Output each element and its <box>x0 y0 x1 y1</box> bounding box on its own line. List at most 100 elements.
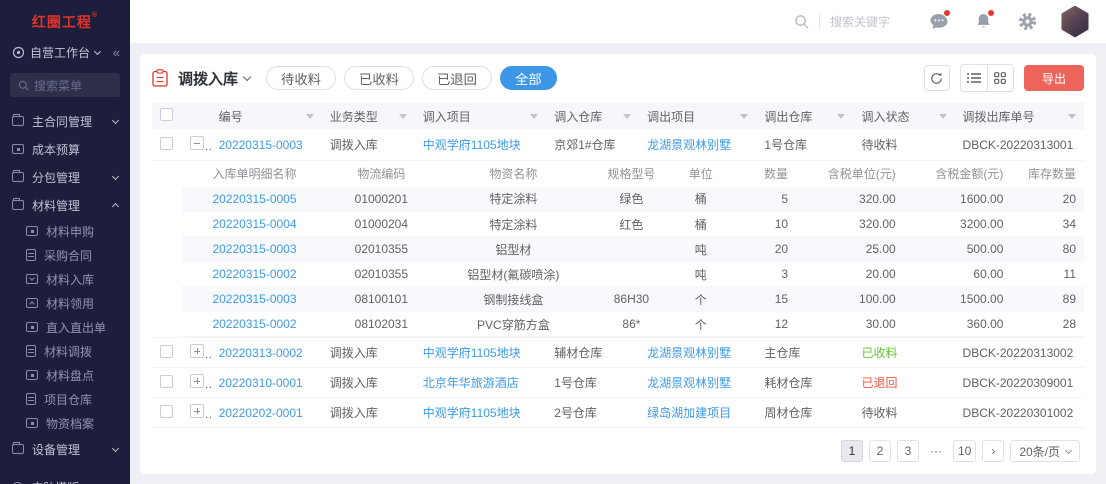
sidebar-item-label: 皮肤模版 <box>31 479 79 484</box>
sidebar-item-material-mgmt[interactable]: 材料管理 <box>0 191 130 219</box>
menu-search-input[interactable]: 搜索菜单 <box>10 73 120 97</box>
filter-funnel-icon[interactable] <box>530 113 539 119</box>
detail-name-link[interactable]: 20220315-0004 <box>212 217 297 231</box>
in-project-link[interactable]: 北京年华旅游酒店 <box>422 376 519 390</box>
detail-col-price: 含税单位(元) <box>796 160 904 187</box>
sidebar-item-material-transfer[interactable]: 材料调拨 <box>0 339 130 363</box>
expand-row-button[interactable] <box>190 404 205 418</box>
row-checkbox[interactable] <box>160 404 173 418</box>
settings-button[interactable] <box>1016 11 1038 33</box>
detail-name-link[interactable]: 20220315-0002 <box>212 267 297 281</box>
workspace-switcher[interactable]: 自营工作台 « <box>0 32 130 61</box>
detail-name-link[interactable]: 20220315-0003 <box>212 292 297 306</box>
order-number-link[interactable]: 20220313-0002 <box>218 345 303 360</box>
sidebar-item-main-contract[interactable]: 主合同管理 <box>0 107 130 135</box>
chevron-down-icon <box>93 47 102 56</box>
bell-icon <box>976 13 990 28</box>
notifications-button[interactable] <box>972 9 994 33</box>
filter-all-button[interactable]: 全部 <box>499 66 557 90</box>
next-page-button[interactable]: › <box>982 440 1005 462</box>
messages-button[interactable] <box>928 9 950 33</box>
chevron-down-icon <box>111 116 120 124</box>
expand-row-button[interactable] <box>190 374 205 388</box>
in-project-link[interactable]: 中观学府1105地块 <box>422 138 521 153</box>
detail-material-cell: 钢制接线盒 <box>435 286 592 312</box>
list-view-button[interactable] <box>960 65 987 91</box>
panel-actions: 导出 <box>923 64 1084 92</box>
sidebar-item-direct-inout[interactable]: 直入直出单 <box>0 315 130 339</box>
table-row: 20220315-0003 调拨入库 中观学府1105地块 京郊1#仓库 龙湖景… <box>152 130 1084 161</box>
filter-funnel-icon[interactable] <box>623 113 632 119</box>
page-title-dropdown[interactable]: 调拨入库 <box>178 68 252 89</box>
gear-icon <box>1018 12 1036 31</box>
filter-pending-button[interactable]: 待收料 <box>266 66 336 90</box>
row-checkbox[interactable] <box>160 374 173 388</box>
filter-funnel-icon[interactable] <box>740 113 749 119</box>
sidebar-item-project-warehouse[interactable]: 项目仓库 <box>0 387 130 411</box>
detail-stock-cell: 28 <box>1011 311 1084 337</box>
sidebar-item-material-inbound[interactable]: 材料入库 <box>0 267 130 291</box>
detail-row: 20220315-0004 01000204 特定涂料 红色 桶 10 320.… <box>182 211 1084 237</box>
sidebar-item-material-archive[interactable]: 物资档案 <box>0 411 130 435</box>
out-project-link[interactable]: 龙湖景观林别墅 <box>647 346 732 360</box>
sidebar-item-label: 物资档案 <box>46 416 95 431</box>
sidebar-item-skin-template[interactable]: 皮肤模版 <box>0 473 130 484</box>
sidebar-item-material-stocktake[interactable]: 材料盘点 <box>0 363 130 387</box>
out-project-link[interactable]: 龙湖景观林别墅 <box>647 376 732 390</box>
export-button[interactable]: 导出 <box>1023 65 1084 91</box>
filter-funnel-icon[interactable] <box>837 113 846 119</box>
collapse-sidebar-button[interactable]: « <box>112 45 120 60</box>
select-all-checkbox[interactable] <box>160 108 173 121</box>
detail-row: 20220315-0005 01000201 特定涂料 绿色 桶 5 320.0… <box>182 186 1084 212</box>
row-checkbox[interactable] <box>160 136 173 150</box>
order-number-link[interactable]: 20220202-0001 <box>218 405 303 420</box>
page-size-select[interactable]: 20条/页 <box>1010 440 1080 462</box>
out-project-link[interactable]: 龙湖景观林别墅 <box>647 138 732 153</box>
page-3-button[interactable]: 3 <box>896 440 919 462</box>
filter-funnel-icon[interactable] <box>398 113 407 119</box>
in-project-link[interactable]: 中观学府1105地块 <box>422 346 521 360</box>
page-1-button[interactable]: 1 <box>840 440 863 462</box>
detail-stock-cell: 80 <box>1011 236 1084 262</box>
grid-view-button[interactable] <box>986 65 1013 91</box>
user-avatar[interactable] <box>1061 5 1089 38</box>
sidebar-item-purchase-contract[interactable]: 采购合同 <box>0 243 130 267</box>
detail-name-link[interactable]: 20220315-0003 <box>212 242 297 256</box>
filter-received-button[interactable]: 已收料 <box>344 66 414 90</box>
detail-unit-cell: 吨 <box>671 261 730 287</box>
detail-spec-cell <box>591 236 672 262</box>
order-number-link[interactable]: 20220315-0003 <box>218 137 303 152</box>
refresh-button[interactable] <box>923 65 950 91</box>
in-project-link[interactable]: 中观学府1105地块 <box>422 406 521 420</box>
row-checkbox[interactable] <box>160 344 173 358</box>
doc-icon <box>26 345 36 357</box>
detail-code-cell: 01000204 <box>326 211 436 237</box>
sidebar-item-label: 材料管理 <box>32 198 81 213</box>
page-2-button[interactable]: 2 <box>868 440 891 462</box>
folder-icon <box>12 442 24 454</box>
filter-funnel-icon[interactable] <box>1068 113 1076 119</box>
detail-name-link[interactable]: 20220315-0005 <box>212 191 297 206</box>
filter-funnel-icon[interactable] <box>938 113 947 119</box>
sidebar-item-material-purchase[interactable]: 材料申购 <box>0 219 130 243</box>
sidebar-item-material-requisition[interactable]: 材料领用 <box>0 291 130 315</box>
expand-row-button[interactable] <box>190 344 205 358</box>
detail-name-link[interactable]: 20220315-0002 <box>212 317 297 331</box>
col-in-status: 调入状态 <box>853 102 955 130</box>
table-row: 20220310-0001 调拨入库 北京年华旅游酒店 1号仓库 龙湖景观林别墅… <box>152 367 1084 398</box>
filter-returned-button[interactable]: 已退回 <box>421 66 492 90</box>
out-project-link[interactable]: 绿岛湖加建项目 <box>647 406 732 420</box>
sidebar-item-subcontract[interactable]: 分包管理 <box>0 163 130 191</box>
order-number-link[interactable]: 20220310-0001 <box>218 375 303 390</box>
filter-funnel-icon[interactable] <box>305 113 314 119</box>
detail-price-cell: 320.00 <box>796 211 904 237</box>
page-10-button[interactable]: 10 <box>952 440 977 462</box>
sidebar-item-cost-budget[interactable]: 成本预算 <box>0 135 130 163</box>
detail-spec-cell: 86* <box>591 311 672 337</box>
transfer-inbound-table: 编号 业务类型 调入项目 调入仓库 调出项目 调出仓库 调入状态 调拨出库单号 <box>152 102 1084 428</box>
collapse-row-button[interactable] <box>190 136 205 151</box>
status-filter-group: 待收料 已收料 已退回 全部 <box>266 66 557 90</box>
detail-col-unit: 单位 <box>671 160 730 187</box>
sidebar-item-equipment-mgmt[interactable]: 设备管理 <box>0 435 130 463</box>
global-search[interactable]: 搜索关键字 <box>794 13 890 30</box>
